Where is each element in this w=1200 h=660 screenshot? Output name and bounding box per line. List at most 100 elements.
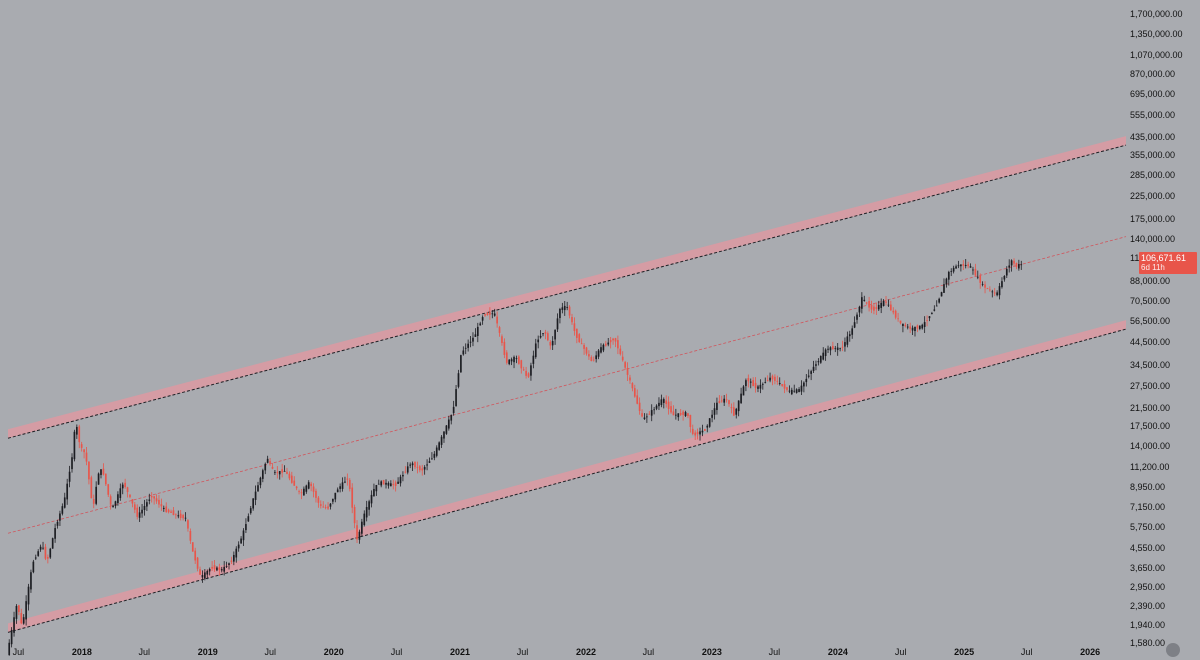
candle (728, 399, 730, 407)
candle-body (102, 468, 105, 475)
candle-body (179, 513, 182, 518)
candle (42, 541, 44, 550)
candle-body (225, 566, 228, 568)
candle (450, 414, 453, 425)
candle-body (184, 517, 187, 519)
candle (56, 519, 59, 529)
candle-body (431, 458, 433, 460)
scroll-to-realtime-button[interactable] (1166, 643, 1180, 657)
candle (344, 476, 346, 484)
candle (332, 498, 334, 505)
candle-body (426, 464, 428, 466)
candle (769, 372, 771, 383)
candle (218, 563, 221, 576)
candle (213, 560, 216, 572)
candle (10, 627, 13, 648)
candle-body (104, 473, 107, 485)
candle (100, 469, 102, 479)
candle (353, 504, 356, 529)
candle-body (208, 569, 211, 572)
candle-body (97, 473, 100, 485)
candle-body (261, 470, 264, 479)
candle (414, 461, 416, 470)
candle (240, 536, 242, 544)
candle (162, 505, 165, 512)
candle-body (868, 301, 870, 308)
candle (846, 331, 849, 348)
candle (479, 321, 482, 326)
candle-body (327, 506, 329, 509)
candle (805, 374, 808, 387)
candle (18, 604, 20, 616)
candle-body (489, 312, 491, 315)
candle-body (875, 307, 878, 309)
candle (892, 307, 895, 315)
candle (795, 388, 798, 394)
candle-body (247, 516, 250, 522)
candle (283, 465, 286, 472)
candle (943, 278, 945, 293)
candle (126, 486, 129, 498)
candle (199, 566, 201, 575)
candle-body (646, 416, 648, 418)
candle (571, 313, 573, 325)
candle-body (274, 471, 276, 473)
candle-body (228, 563, 230, 565)
candle-body (264, 463, 267, 471)
candle-body (109, 496, 112, 505)
price-tick-label: 870,000.00 (1130, 69, 1176, 80)
candle (803, 381, 805, 393)
candle-body (411, 463, 414, 466)
candle-body (955, 266, 957, 269)
candle (196, 556, 199, 572)
candle (15, 604, 18, 624)
candle-body (300, 492, 303, 494)
candle (566, 301, 569, 311)
candle (73, 429, 76, 462)
candle-body (771, 375, 774, 380)
candle-body (329, 503, 332, 507)
candle (660, 394, 663, 408)
candle-body (718, 401, 721, 403)
time-tick-label: 2023 (701, 647, 722, 657)
candle (810, 369, 812, 381)
candle-body (249, 508, 252, 514)
candle-body (776, 380, 779, 382)
candle-body (607, 342, 610, 345)
time-tick-label: 2022 (575, 647, 596, 657)
candle (303, 486, 305, 496)
candle-body (440, 436, 443, 445)
candle-body (8, 642, 11, 656)
candle-body (704, 429, 706, 431)
candle (315, 488, 317, 503)
candle-body (447, 419, 450, 429)
candle (650, 404, 653, 422)
candle (510, 357, 513, 366)
candle (921, 323, 924, 330)
candle (469, 336, 472, 348)
candle-body (650, 410, 653, 416)
candle-body (276, 472, 279, 473)
candle-body (732, 407, 735, 416)
candle-body (1008, 265, 1011, 268)
candle-body (902, 323, 904, 327)
candle-body (969, 266, 972, 268)
candle-body (78, 426, 81, 443)
candle (947, 270, 950, 286)
candle (435, 445, 438, 458)
candle-body (351, 487, 354, 508)
candle (749, 378, 752, 389)
candle-body (385, 482, 387, 485)
candle (37, 549, 40, 557)
candle-body (578, 334, 581, 343)
candle (423, 465, 426, 475)
candle (513, 355, 515, 369)
candle (848, 330, 851, 342)
candle (223, 561, 226, 576)
candle (928, 316, 931, 322)
candle-body (380, 481, 383, 486)
candle (957, 260, 960, 269)
candle (747, 374, 750, 388)
